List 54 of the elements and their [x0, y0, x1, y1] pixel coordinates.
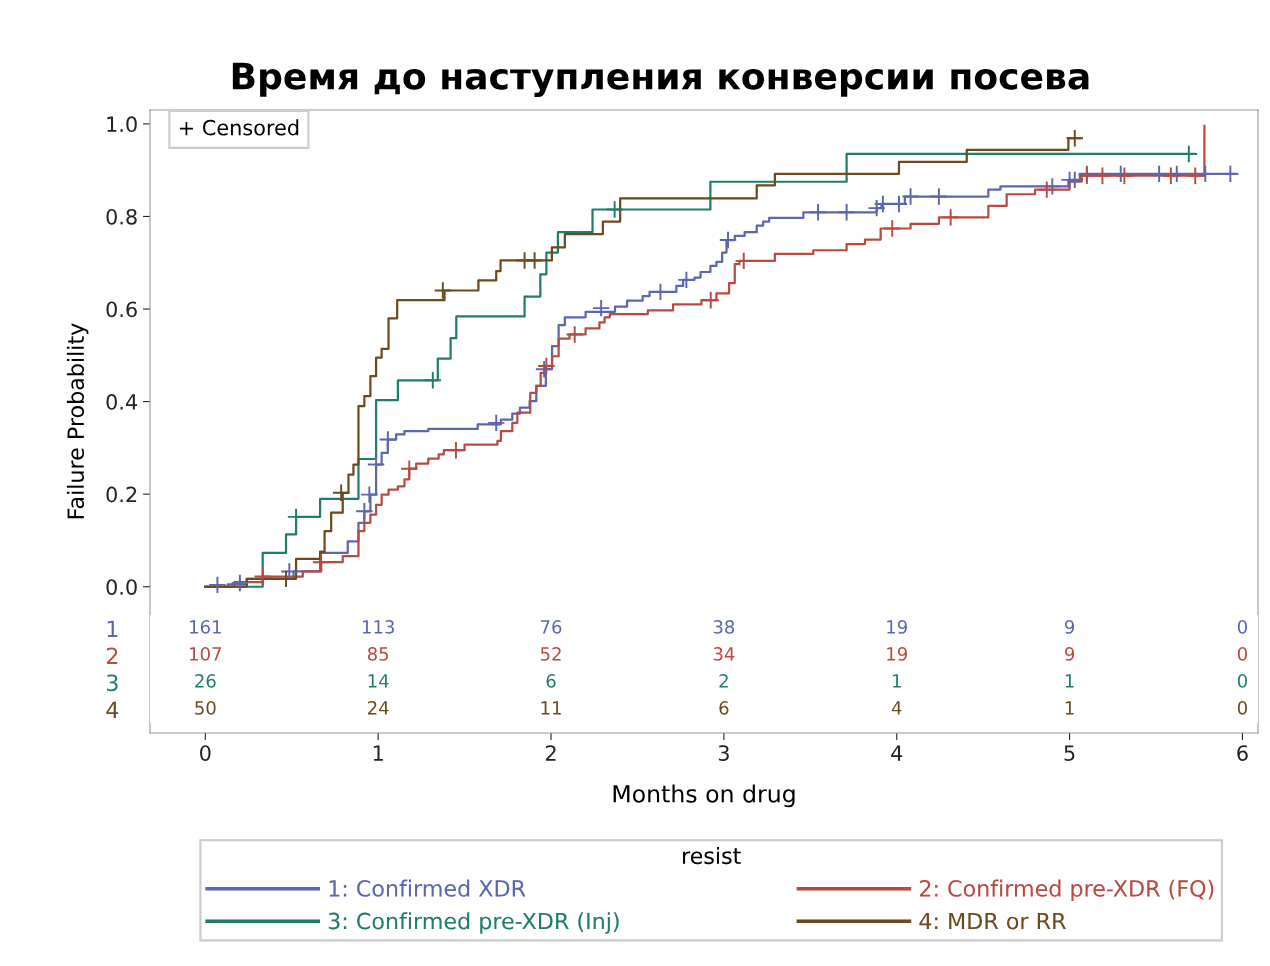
x-tick-label: 3	[718, 745, 729, 761]
data-label: 9	[1064, 620, 1075, 634]
x-tick-label: 1	[373, 745, 383, 761]
x-tick-label: 5	[1064, 745, 1075, 761]
y-tick-label: 0.6	[106, 301, 137, 318]
y-tick-label: 0.0	[106, 579, 137, 595]
data-label: 52	[540, 647, 561, 661]
text: 1: Confirmed XDR	[329, 879, 526, 897]
x-axis-title: Months on drug	[613, 784, 795, 808]
data-label: 161	[190, 620, 221, 634]
data-label: 6	[546, 674, 556, 688]
y-tick-label: 0.2	[106, 486, 137, 503]
y-tick-label: 4	[106, 701, 119, 718]
data-label: 1	[1065, 701, 1074, 715]
data-label: 76	[541, 620, 562, 634]
data-label: 38	[713, 620, 735, 634]
data-label: 11	[541, 701, 561, 715]
data-label: 19	[887, 620, 907, 634]
data-label: 6	[719, 701, 729, 715]
y-tick-label: 1	[107, 620, 118, 637]
data-label: 0	[1237, 647, 1247, 661]
legend-title: resist	[683, 846, 741, 865]
text: 2: Confirmed pre-XDR (FQ)	[919, 879, 1214, 902]
data-label: 50	[195, 701, 216, 715]
data-label: 107	[190, 647, 221, 661]
chart-title: Время до наступления конверсии посева	[232, 62, 1089, 97]
data-label: 85	[367, 647, 389, 661]
data-label: 34	[713, 647, 735, 661]
data-label: 0	[1237, 620, 1247, 634]
data-label: 26	[195, 674, 216, 688]
data-label: 0	[1237, 674, 1247, 688]
x-tick-label: 0	[200, 745, 211, 761]
data-label: 14	[368, 674, 389, 688]
y-tick-label: 3	[107, 674, 118, 692]
text: 3: Confirmed pre-XDR (Inj)	[328, 912, 619, 934]
y-tick-label: 0.4	[106, 394, 138, 410]
x-tick-label: 4	[891, 745, 903, 761]
data-label: 19	[887, 647, 907, 661]
data-label: 9	[1064, 647, 1075, 661]
x-tick-label: 2	[545, 745, 556, 761]
y-tick-label: 1.0	[107, 116, 137, 133]
data-label: 4	[891, 701, 902, 715]
data-label: 2	[719, 674, 728, 688]
data-label: 113	[362, 620, 394, 634]
data-label: 24	[368, 701, 389, 715]
data-label: 1	[1065, 674, 1074, 688]
annotation: + Censored	[179, 119, 299, 136]
y-axis-title: Failure Probability	[66, 323, 89, 519]
x-tick-label: 6	[1237, 745, 1248, 761]
y-tick-label: 0.8	[106, 208, 137, 225]
y-tick-label: 2	[106, 647, 118, 664]
text: 4: MDR or RR	[919, 912, 1066, 930]
data-label: 1	[892, 674, 901, 688]
data-label: 0	[1237, 701, 1247, 715]
